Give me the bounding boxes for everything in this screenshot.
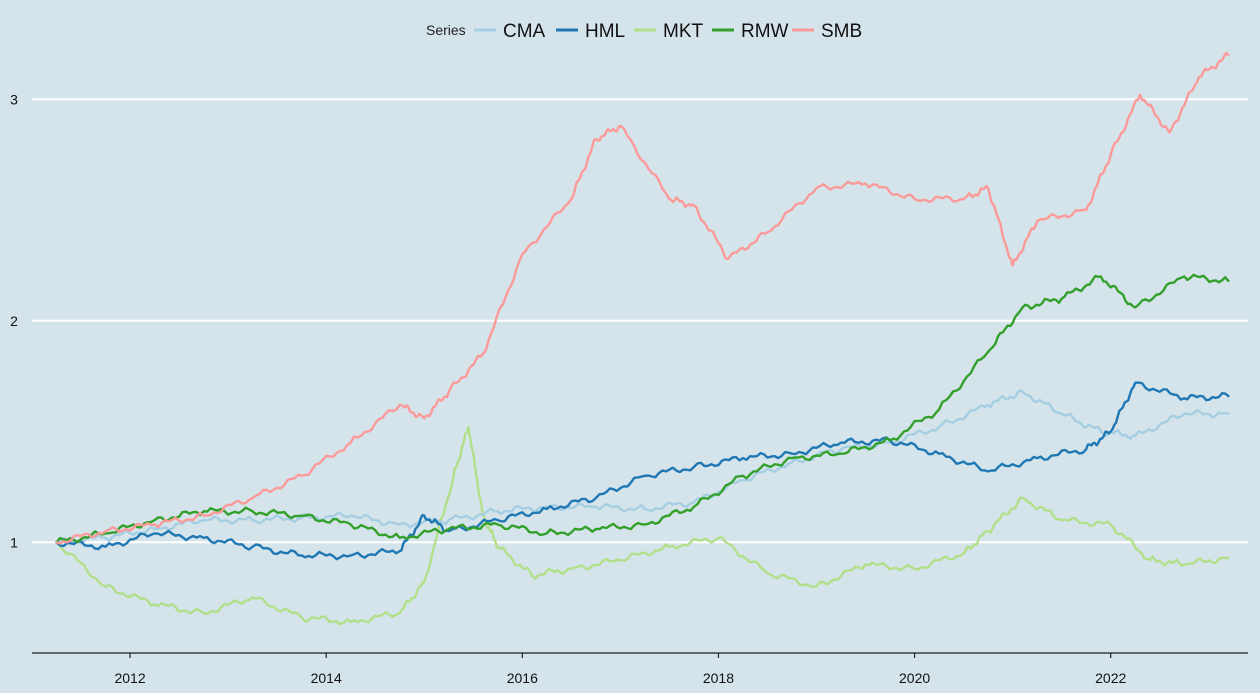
x-tick-label: 2012 <box>114 670 145 686</box>
legend-label-cma: CMA <box>503 21 546 42</box>
series-line-rmw <box>55 273 1230 544</box>
legend-label-rmw: RMW <box>741 21 789 42</box>
series-line-cma <box>55 389 1230 545</box>
legend-title: Series <box>426 22 466 38</box>
x-tick-label: 2022 <box>1095 670 1126 686</box>
y-axis: 1 2 3 <box>10 91 18 550</box>
x-tick-label: 2016 <box>507 670 538 686</box>
y-tick-label: 1 <box>10 534 18 550</box>
legend-label-hml: HML <box>585 21 625 42</box>
series-line-mkt <box>55 425 1230 626</box>
y-tick-label: 3 <box>10 91 18 107</box>
legend-label-mkt: MKT <box>663 21 704 42</box>
series-layer <box>55 51 1230 626</box>
x-axis: 2012 2014 2016 2018 2020 2022 <box>114 653 1126 686</box>
series-line-smb <box>55 51 1230 545</box>
x-tick-label: 2014 <box>311 670 342 686</box>
x-tick-label: 2020 <box>899 670 930 686</box>
y-tick-label: 2 <box>10 313 18 329</box>
series-line-hml <box>55 381 1230 561</box>
x-tick-label: 2018 <box>703 670 734 686</box>
legend: Series CMA HML MKT RMW SMB <box>426 21 862 42</box>
legend-label-smb: SMB <box>821 21 862 42</box>
